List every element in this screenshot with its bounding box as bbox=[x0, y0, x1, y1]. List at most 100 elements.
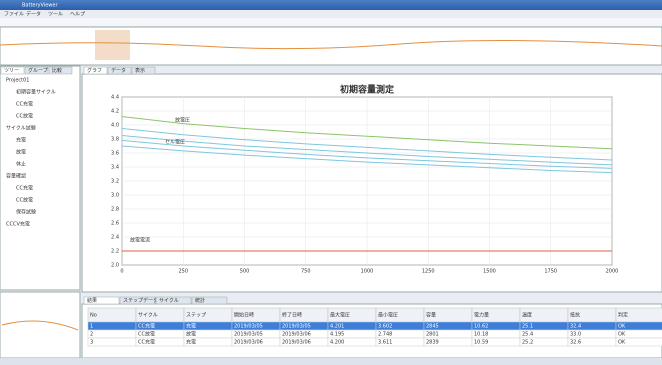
tree-item[interactable]: 充電 bbox=[16, 137, 26, 144]
series-line bbox=[121, 135, 613, 166]
menu-item[interactable]: ツール bbox=[48, 12, 63, 18]
tree-item[interactable]: 容量確認 bbox=[6, 173, 26, 180]
cell-text: OK bbox=[618, 324, 626, 330]
y-tick-label: 2.0 bbox=[111, 263, 119, 269]
tab[interactable] bbox=[131, 66, 156, 75]
cell-text: 2801 bbox=[426, 332, 439, 338]
x-tick-label: 500 bbox=[240, 269, 250, 275]
header-text: 容量 bbox=[426, 312, 436, 319]
y-tick-label: 2.8 bbox=[111, 207, 119, 213]
series-line bbox=[121, 139, 613, 169]
tab[interactable] bbox=[48, 66, 73, 75]
cell-text: 3.611 bbox=[378, 340, 392, 346]
y-tick-label: 2.4 bbox=[111, 235, 119, 241]
tab-label[interactable]: 統計 bbox=[195, 297, 205, 304]
cell-text: 25.1 bbox=[522, 324, 533, 330]
cell-text: 10.59 bbox=[474, 340, 488, 346]
tree-item[interactable]: Project01 bbox=[6, 78, 29, 84]
cell-text: 10.62 bbox=[474, 324, 488, 330]
cell-text: 4.200 bbox=[330, 340, 344, 346]
tree-item[interactable]: サイクル試験 bbox=[6, 125, 36, 132]
cell-text: CC充電 bbox=[138, 323, 155, 330]
x-tick-label: 1500 bbox=[483, 269, 496, 275]
tree-item[interactable]: 初期容量サイクル bbox=[16, 89, 56, 96]
title-bar bbox=[0, 0, 662, 10]
tree-item[interactable]: 放電 bbox=[16, 149, 26, 156]
tab-label[interactable]: データ bbox=[111, 67, 126, 74]
series-line bbox=[121, 128, 613, 161]
y-tick-label: 4.4 bbox=[111, 95, 119, 101]
tree-item[interactable]: CC放電 bbox=[16, 113, 33, 120]
series-line bbox=[121, 116, 613, 150]
tab-label[interactable]: 表示 bbox=[135, 67, 145, 74]
tree-item[interactable]: CC放電 bbox=[16, 197, 33, 204]
header-text: 最小電圧 bbox=[378, 312, 398, 319]
header-text: 温度 bbox=[522, 312, 532, 319]
header-text: No bbox=[90, 313, 97, 319]
tree-item[interactable]: CCCV充電 bbox=[6, 221, 30, 228]
status-bar bbox=[0, 358, 662, 365]
x-tick-label: 750 bbox=[301, 269, 311, 275]
cell-text: 充電 bbox=[186, 323, 196, 330]
cell-text: 32.6 bbox=[570, 340, 581, 346]
header-text: 最大電圧 bbox=[330, 312, 350, 319]
tab-label[interactable]: グループ bbox=[28, 67, 48, 74]
tab-label[interactable]: サイクル bbox=[159, 298, 179, 304]
tab[interactable] bbox=[119, 296, 156, 305]
mini-line bbox=[1, 320, 79, 331]
x-tick-label: 2000 bbox=[606, 269, 619, 275]
tab[interactable] bbox=[0, 66, 25, 75]
menu-item[interactable]: データ bbox=[26, 11, 41, 18]
cell[interactable] bbox=[87, 337, 137, 347]
tab[interactable] bbox=[24, 66, 49, 75]
x-tick-label: 0 bbox=[120, 269, 123, 275]
cell-text: 32.4 bbox=[570, 324, 581, 330]
tree-item[interactable]: CC充電 bbox=[16, 101, 33, 108]
header-text: 抵抗 bbox=[570, 312, 580, 319]
y-tick-label: 3.0 bbox=[111, 193, 119, 199]
tree-item[interactable]: CC充電 bbox=[16, 185, 33, 192]
mini-chart bbox=[0, 291, 81, 359]
cell-text: 2.748 bbox=[378, 332, 392, 338]
y-tick-label: 2.2 bbox=[111, 249, 119, 255]
tab[interactable] bbox=[83, 66, 108, 75]
y-tick-label: 3.2 bbox=[111, 179, 119, 185]
tab-label[interactable]: ツリー bbox=[4, 68, 19, 74]
cell-text: OK bbox=[618, 340, 626, 346]
cell-text: 2845 bbox=[426, 324, 439, 330]
tab-label[interactable]: グラフ bbox=[87, 67, 102, 74]
tab-label[interactable]: 比較 bbox=[52, 67, 62, 74]
cell-text: 2019/03/05 bbox=[234, 332, 263, 338]
cell[interactable] bbox=[87, 329, 137, 339]
cell[interactable] bbox=[615, 337, 662, 347]
y-tick-label: 4.0 bbox=[111, 123, 119, 129]
cell-text: 2019/03/06 bbox=[282, 340, 311, 346]
cell-text: 4.195 bbox=[330, 332, 344, 338]
cell-text: 3.602 bbox=[378, 324, 392, 330]
overview-line bbox=[0, 39, 662, 50]
tab[interactable] bbox=[191, 296, 228, 305]
header-text: 終了日時 bbox=[282, 312, 302, 319]
tree-item[interactable]: 休止 bbox=[16, 161, 26, 168]
series-line bbox=[121, 145, 613, 174]
menu-item[interactable]: ファイル bbox=[4, 12, 24, 18]
tab[interactable] bbox=[83, 296, 120, 305]
toolbar bbox=[0, 18, 662, 26]
cell-text: 2019/03/05 bbox=[234, 324, 263, 330]
header-text: ステップ bbox=[186, 313, 206, 319]
tab-label[interactable]: 結果 bbox=[87, 297, 97, 304]
header-text: 開始日時 bbox=[234, 312, 254, 319]
cell[interactable] bbox=[87, 321, 137, 331]
y-tick-label: 4.2 bbox=[111, 109, 119, 115]
x-tick-label: 250 bbox=[178, 269, 188, 275]
tab[interactable] bbox=[155, 296, 192, 305]
tab-label[interactable]: ステップデータ bbox=[123, 297, 158, 304]
tree-item[interactable]: 保存試験 bbox=[16, 209, 36, 216]
tab[interactable] bbox=[107, 66, 132, 75]
y-tick-label: 3.6 bbox=[111, 151, 119, 157]
y-tick-label: 2.6 bbox=[111, 221, 119, 227]
overview-selection bbox=[95, 30, 130, 60]
menu-item[interactable]: ヘルプ bbox=[70, 12, 85, 18]
header-text: サイクル bbox=[138, 313, 158, 319]
